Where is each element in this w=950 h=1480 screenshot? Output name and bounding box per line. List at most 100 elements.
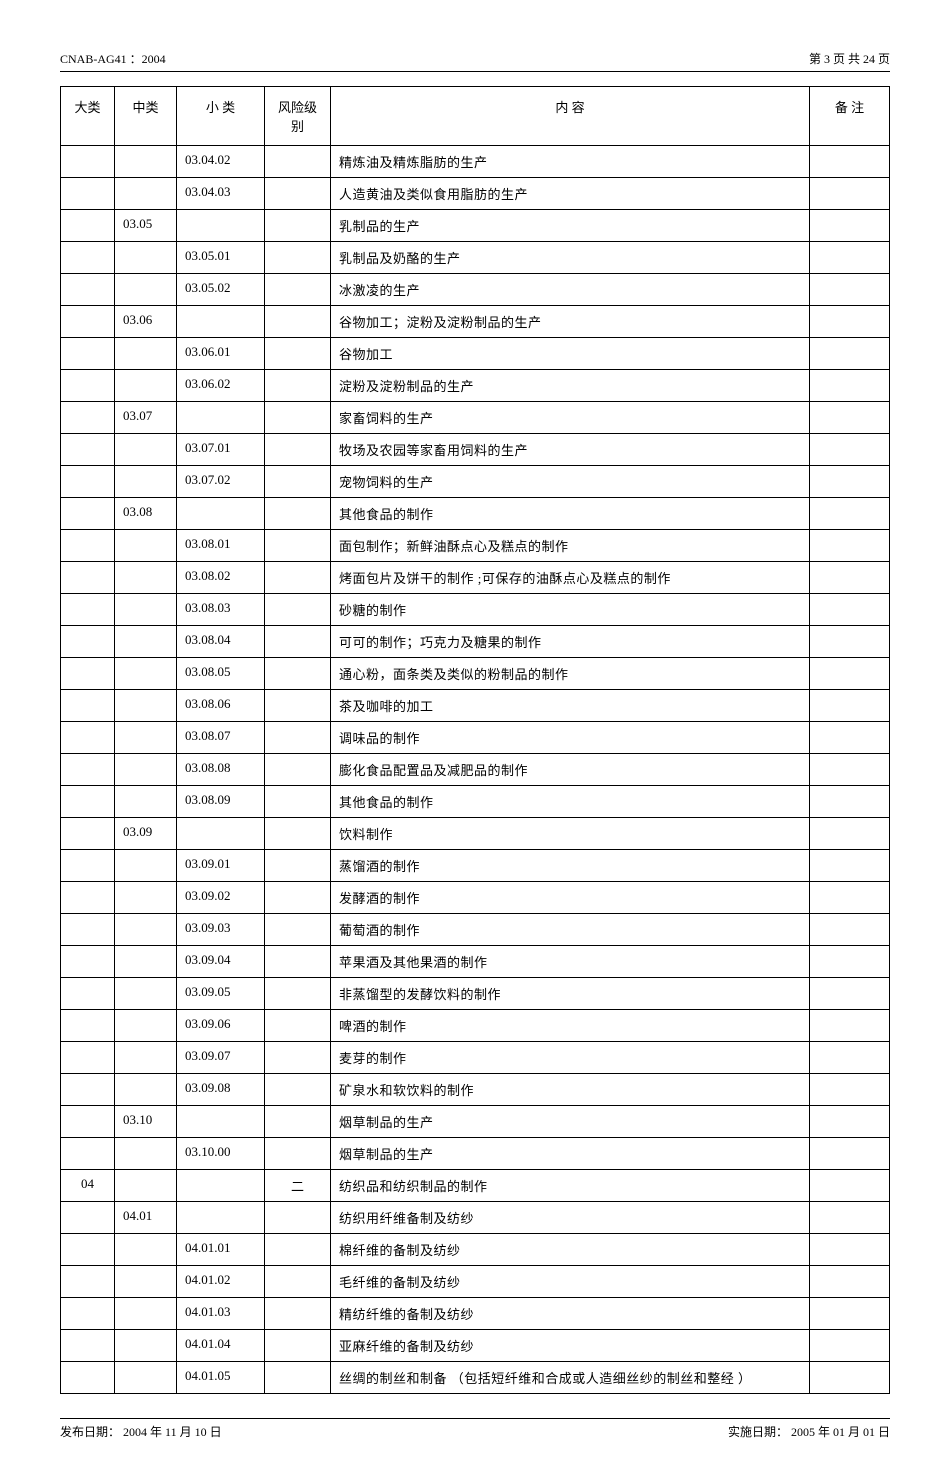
cell-fengxian <box>265 178 331 210</box>
cell-beizhu <box>810 914 890 946</box>
cell-xiaolei: 03.08.07 <box>177 722 265 754</box>
cell-zhonglei: 03.05 <box>115 210 177 242</box>
cell-dalei: 04 <box>61 1170 115 1202</box>
cell-beizhu <box>810 754 890 786</box>
cell-beizhu <box>810 146 890 178</box>
cell-beizhu <box>810 786 890 818</box>
cell-neirong: 可可的制作；巧克力及糖果的制作 <box>331 626 810 658</box>
cell-fengxian <box>265 274 331 306</box>
cell-dalei <box>61 466 115 498</box>
cell-fengxian <box>265 754 331 786</box>
cell-fengxian <box>265 850 331 882</box>
cell-zhonglei: 03.08 <box>115 498 177 530</box>
table-row: 03.08.01面包制作；新鲜油酥点心及糕点的制作 <box>61 530 890 562</box>
cell-beizhu <box>810 466 890 498</box>
cell-dalei <box>61 1330 115 1362</box>
cell-beizhu <box>810 946 890 978</box>
page-number: 第 3 页 共 24 页 <box>809 50 890 67</box>
col-header-xiaolei: 小 类 <box>177 87 265 146</box>
cell-fengxian <box>265 1234 331 1266</box>
cell-xiaolei: 03.05.01 <box>177 242 265 274</box>
cell-beizhu <box>810 850 890 882</box>
cell-fengxian <box>265 626 331 658</box>
cell-neirong: 精纺纤维的备制及纺纱 <box>331 1298 810 1330</box>
cell-beizhu <box>810 1298 890 1330</box>
cell-xiaolei: 03.09.03 <box>177 914 265 946</box>
table-row: 04.01纺织用纤维备制及纺纱 <box>61 1202 890 1234</box>
cell-fengxian <box>265 562 331 594</box>
cell-neirong: 烟草制品的生产 <box>331 1106 810 1138</box>
cell-neirong: 宠物饲料的生产 <box>331 466 810 498</box>
table-row: 03.06谷物加工；淀粉及淀粉制品的生产 <box>61 306 890 338</box>
cell-zhonglei <box>115 530 177 562</box>
cell-dalei <box>61 850 115 882</box>
cell-dalei <box>61 242 115 274</box>
cell-xiaolei: 03.09.08 <box>177 1074 265 1106</box>
cell-zhonglei <box>115 658 177 690</box>
col-header-beizhu: 备 注 <box>810 87 890 146</box>
cell-dalei <box>61 210 115 242</box>
cell-zhonglei <box>115 946 177 978</box>
cell-zhonglei <box>115 594 177 626</box>
cell-dalei <box>61 402 115 434</box>
cell-beizhu <box>810 690 890 722</box>
table-row: 03.09.02发酵酒的制作 <box>61 882 890 914</box>
cell-fengxian: 二 <box>265 1170 331 1202</box>
cell-dalei <box>61 1298 115 1330</box>
table-row: 03.08.08膨化食品配置品及减肥品的制作 <box>61 754 890 786</box>
cell-zhonglei <box>115 274 177 306</box>
cell-neirong: 人造黄油及类似食用脂肪的生产 <box>331 178 810 210</box>
cell-zhonglei <box>115 882 177 914</box>
cell-zhonglei <box>115 1138 177 1170</box>
cell-xiaolei: 03.09.04 <box>177 946 265 978</box>
cell-xiaolei: 03.09.05 <box>177 978 265 1010</box>
cell-fengxian <box>265 978 331 1010</box>
col-header-fengxian: 风险级别 <box>265 87 331 146</box>
col-header-zhonglei: 中类 <box>115 87 177 146</box>
cell-dalei <box>61 1362 115 1394</box>
cell-beizhu <box>810 402 890 434</box>
cell-beizhu <box>810 562 890 594</box>
table-row: 03.08.04可可的制作；巧克力及糖果的制作 <box>61 626 890 658</box>
cell-zhonglei: 03.09 <box>115 818 177 850</box>
cell-fengxian <box>265 466 331 498</box>
cell-zhonglei <box>115 1234 177 1266</box>
cell-neirong: 家畜饲料的生产 <box>331 402 810 434</box>
cell-zhonglei <box>115 626 177 658</box>
cell-neirong: 面包制作；新鲜油酥点心及糕点的制作 <box>331 530 810 562</box>
cell-fengxian <box>265 882 331 914</box>
cell-fengxian <box>265 1138 331 1170</box>
cell-xiaolei: 03.09.07 <box>177 1042 265 1074</box>
page-header: CNAB-AG41 ：2004 第 3 页 共 24 页 <box>60 50 890 72</box>
cell-fengxian <box>265 242 331 274</box>
cell-neirong: 蒸馏酒的制作 <box>331 850 810 882</box>
cell-neirong: 啤酒的制作 <box>331 1010 810 1042</box>
cell-zhonglei <box>115 562 177 594</box>
cell-xiaolei: 03.08.03 <box>177 594 265 626</box>
cell-neirong: 毛纤维的备制及纺纱 <box>331 1266 810 1298</box>
cell-dalei <box>61 306 115 338</box>
cell-dalei <box>61 786 115 818</box>
cell-fengxian <box>265 338 331 370</box>
cell-zhonglei: 03.06 <box>115 306 177 338</box>
cell-neirong: 谷物加工 <box>331 338 810 370</box>
cell-beizhu <box>810 594 890 626</box>
doc-id: CNAB-AG41 ：2004 <box>60 50 166 67</box>
cell-beizhu <box>810 1074 890 1106</box>
cell-beizhu <box>810 882 890 914</box>
table-row: 03.08其他食品的制作 <box>61 498 890 530</box>
cell-xiaolei <box>177 498 265 530</box>
cell-zhonglei <box>115 1298 177 1330</box>
cell-xiaolei: 04.01.04 <box>177 1330 265 1362</box>
page-footer: 发布日期： 2004 年 11 月 10 日 实施日期： 2005 年 01 月… <box>60 1418 890 1440</box>
cell-fengxian <box>265 370 331 402</box>
cell-xiaolei: 03.06.01 <box>177 338 265 370</box>
cell-dalei <box>61 690 115 722</box>
cell-dalei <box>61 658 115 690</box>
cell-beizhu <box>810 1170 890 1202</box>
cell-beizhu <box>810 210 890 242</box>
table-row: 03.08.06茶及咖啡的加工 <box>61 690 890 722</box>
cell-dalei <box>61 626 115 658</box>
cell-dalei <box>61 1138 115 1170</box>
cell-neirong: 砂糖的制作 <box>331 594 810 626</box>
